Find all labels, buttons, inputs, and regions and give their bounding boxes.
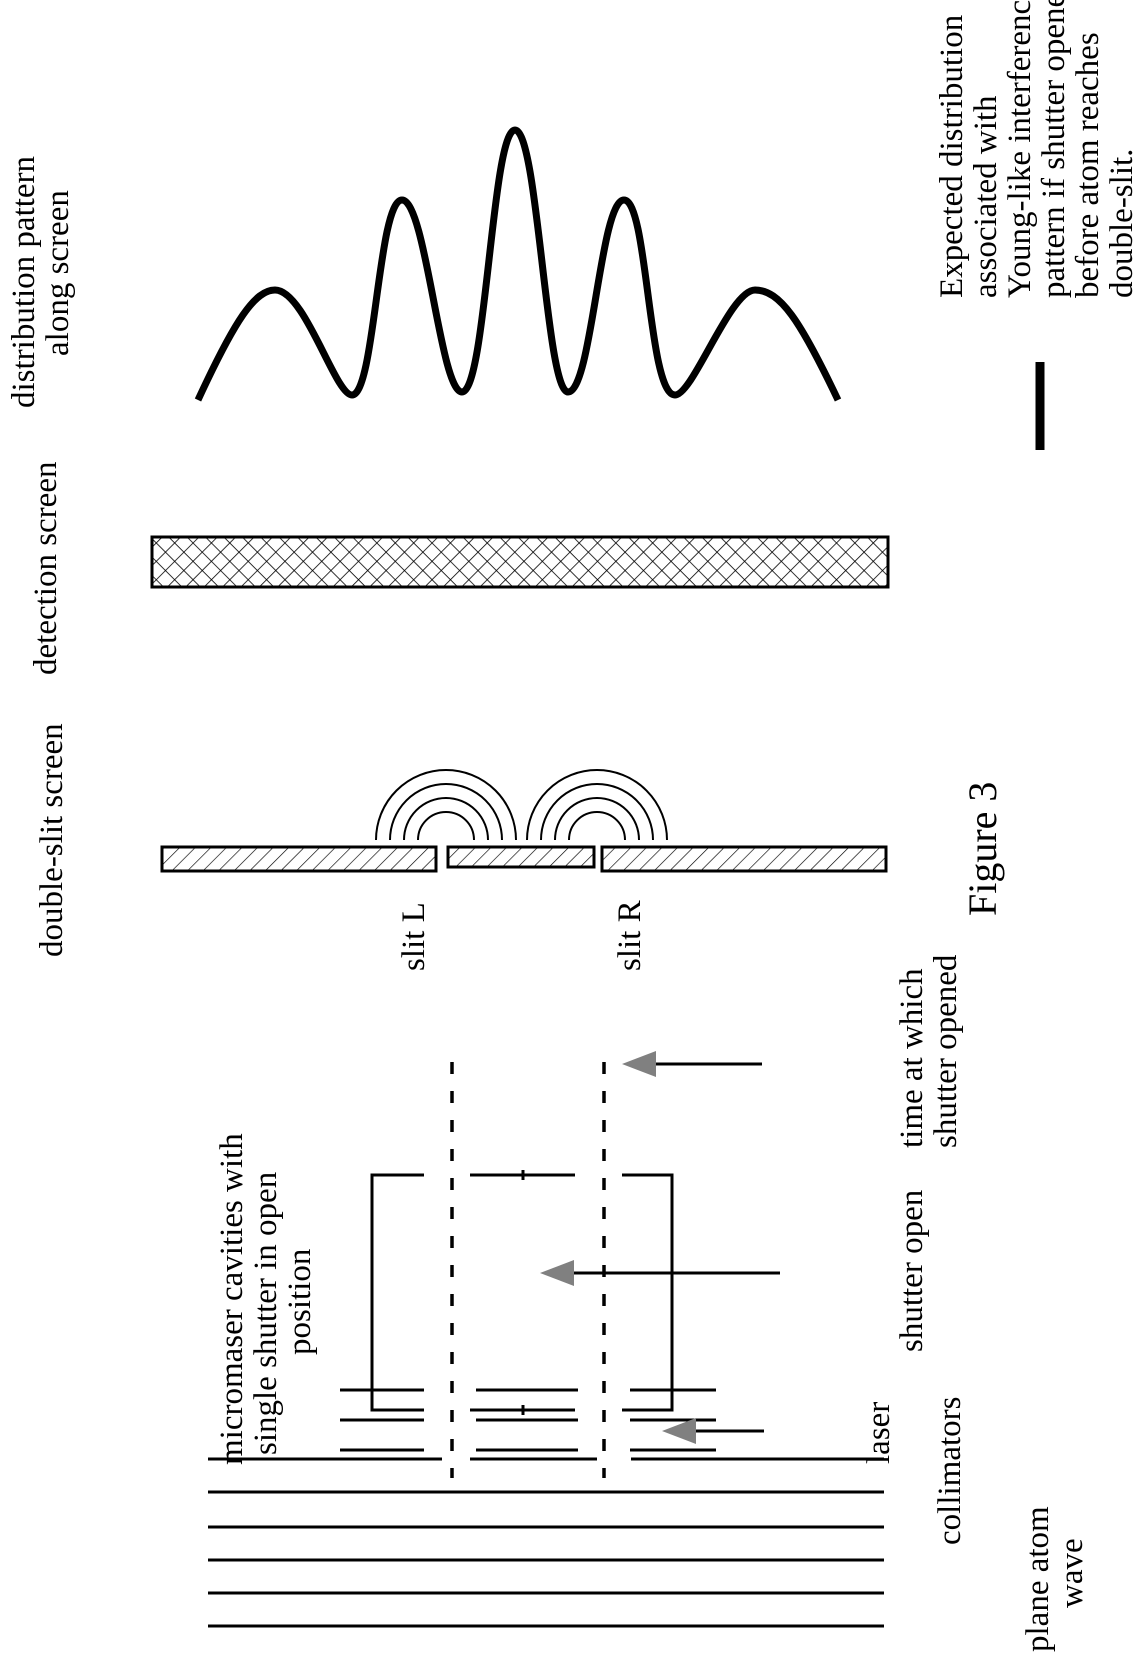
arrow-time-shutter-opened	[622, 1051, 762, 1077]
collimators-label: collimators	[932, 1397, 968, 1545]
atom-path-dotted-lines	[450, 1062, 606, 1478]
slit-r-label: slit R	[612, 900, 648, 971]
arrow-shutter-open	[540, 1260, 780, 1286]
slit-diffraction-arcs	[375, 769, 668, 841]
micromaser-label: micromaser cavities with single shutter …	[214, 1125, 318, 1465]
plane-atom-wave	[208, 1457, 884, 1628]
collimators	[340, 1388, 716, 1452]
double-slit-screen-label: double-slit screen	[34, 723, 70, 957]
double-slit-screen	[160, 845, 888, 873]
distribution-pattern-label: distribution pattern along screen	[6, 148, 76, 408]
distribution-curve	[194, 126, 842, 402]
legend-text: Expected distribution associated with Yo…	[934, 0, 1140, 298]
laser-label: laser	[861, 1402, 897, 1464]
plane-atom-wave-label: plane atom wave	[1020, 1498, 1090, 1652]
micromaser-cavities	[370, 1170, 674, 1415]
detection-screen-label: detection screen	[28, 462, 64, 675]
detection-screen	[150, 535, 890, 589]
time-shutter-opened-label: time at which shutter opened	[894, 954, 964, 1148]
shutter-open-label: shutter open	[894, 1190, 930, 1352]
figure-caption: Figure 3	[960, 782, 1005, 916]
arrow-laser	[662, 1418, 764, 1444]
slit-l-label: slit L	[396, 902, 432, 971]
